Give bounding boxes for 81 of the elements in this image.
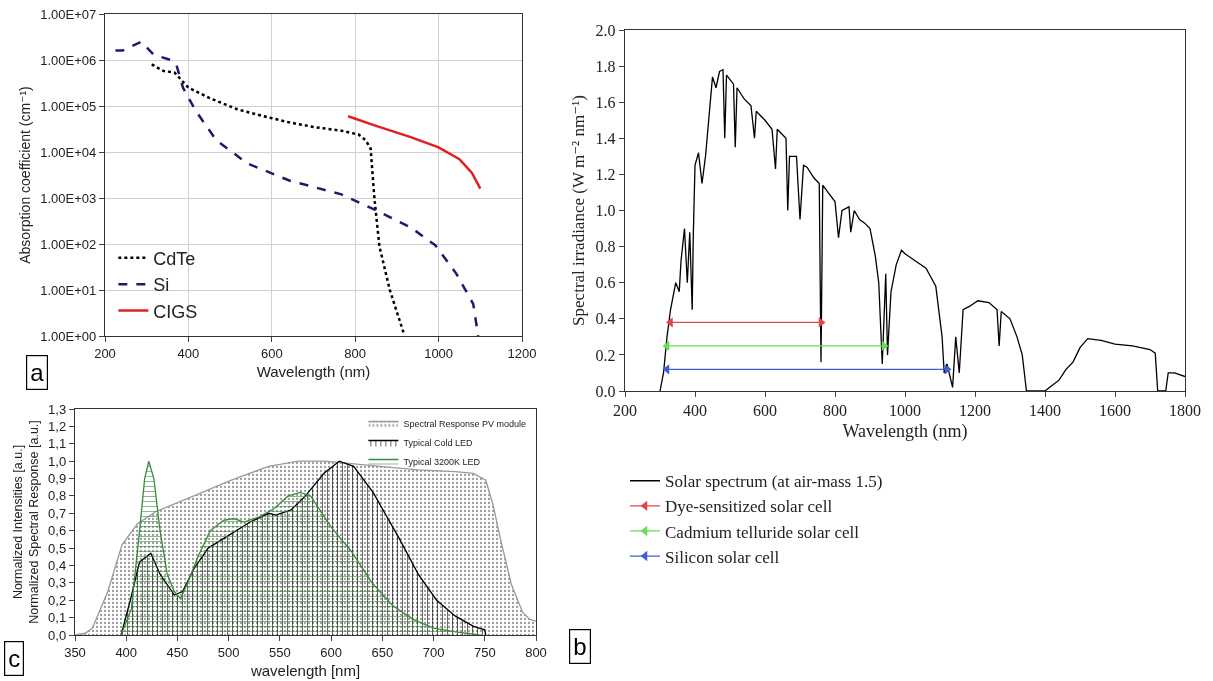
x-tick-label: 1200 xyxy=(959,402,991,420)
y-tick-label: 1.00E+02 xyxy=(40,236,97,252)
x-tick-label: 1800 xyxy=(1169,402,1201,420)
x-tick-label: 600 xyxy=(753,402,777,420)
y-tick-label: 1.00E+04 xyxy=(40,144,97,160)
y-tick-label: 0.8 xyxy=(595,238,616,256)
y-tick-label: 0.6 xyxy=(595,274,616,292)
y-tick-label: 0,1 xyxy=(48,610,67,626)
x-tick-label: 200 xyxy=(94,345,116,361)
text: c xyxy=(8,645,21,673)
y-tick-label: 1.6 xyxy=(595,93,616,111)
legend-label: Cadmium telluride solar cell xyxy=(665,522,860,542)
x-axis-title: Wavelength (nm) xyxy=(256,362,371,380)
x-tick-label: 200 xyxy=(613,402,637,420)
x-tick-label: 350 xyxy=(64,644,86,660)
x-tick-label: 750 xyxy=(473,644,496,660)
x-axis-title: Wavelength (nm) xyxy=(842,421,968,443)
x-tick-label: 1200 xyxy=(507,345,537,361)
y-tick-label: 1.8 xyxy=(595,57,616,75)
x-tick-label: 400 xyxy=(115,644,138,660)
y-axis-title: Absorption coefficient (cm⁻¹) xyxy=(16,86,33,264)
x-tick-label: 550 xyxy=(269,644,291,660)
text: a xyxy=(30,359,45,387)
y-tick-label: 0,3 xyxy=(48,575,67,591)
y-tick-label: 1.4 xyxy=(595,129,616,147)
x-tick-label: 1600 xyxy=(1099,402,1131,420)
y-tick-label: 1.00E+06 xyxy=(40,52,97,68)
line-series xyxy=(150,63,406,336)
legend-label: Typical 3200K LED xyxy=(403,457,481,468)
x-tick-label: 650 xyxy=(371,644,394,660)
x-tick-label: 800 xyxy=(525,644,547,660)
text: b xyxy=(573,633,587,661)
legend-label: Si xyxy=(153,275,170,296)
x-tick-label: 800 xyxy=(823,402,847,420)
y-tick-label: 1.00E+07 xyxy=(40,6,97,22)
legend-label: Typical Cold LED xyxy=(403,438,473,449)
y-tick-label: 0,6 xyxy=(48,523,67,539)
legend-label: Spectral Response PV module xyxy=(403,419,526,430)
line-series xyxy=(114,40,480,336)
y-tick-label: 2.0 xyxy=(595,21,616,39)
legend-label: CIGS xyxy=(153,301,198,322)
x-tick-label: 700 xyxy=(422,644,445,660)
line-series xyxy=(346,114,482,190)
legend-label: Silicon solar cell xyxy=(665,547,780,567)
y-tick-label: 0,0 xyxy=(48,627,67,643)
y-tick-label: 0,4 xyxy=(48,558,67,574)
x-tick-label: 600 xyxy=(320,644,342,660)
x-tick-label: 600 xyxy=(260,345,283,361)
y-tick-label: 1.00E+00 xyxy=(40,328,97,344)
x-tick-label: 450 xyxy=(166,644,189,660)
y-axis-title: Spectral irradiance (W m⁻² nm⁻¹) xyxy=(569,95,589,326)
y-tick-label: 1.0 xyxy=(595,202,616,220)
legend-label: Solar spectrum (at air-mass 1.5) xyxy=(665,472,883,492)
line-series xyxy=(659,69,1185,391)
y-tick-label: 1.00E+01 xyxy=(40,282,97,298)
y-tick-label: 0,7 xyxy=(48,505,67,521)
y-tick-label: 1.00E+05 xyxy=(40,98,97,114)
y-tick-label: 1,0 xyxy=(48,453,67,469)
y-tick-label: 0,5 xyxy=(48,540,67,556)
y-tick-label: 0,9 xyxy=(48,471,67,487)
y-tick-label: 1.00E+03 xyxy=(40,190,97,206)
legend-label: Dye-sensitized solar cell xyxy=(665,497,833,517)
x-tick-label: 400 xyxy=(177,345,200,361)
y-tick-label: 1.2 xyxy=(595,166,616,183)
y-tick-label: 1,1 xyxy=(48,436,67,452)
y-tick-label: 1,2 xyxy=(48,418,67,434)
y-tick-label: 0.4 xyxy=(595,310,616,328)
x-tick-label: 500 xyxy=(217,644,240,660)
legend-label: CdTe xyxy=(153,248,196,269)
x-tick-label: 800 xyxy=(344,345,367,361)
x-axis-title: wavelength [nm] xyxy=(249,661,361,679)
x-tick-label: 1000 xyxy=(889,402,921,420)
y-tick-label: 0.0 xyxy=(595,382,616,400)
y-tick-label: 0,2 xyxy=(48,592,67,608)
x-tick-label: 1400 xyxy=(1029,402,1061,420)
x-tick-label: 400 xyxy=(683,402,707,420)
y-tick-label: 0.2 xyxy=(595,346,616,364)
y-tick-label: 0,8 xyxy=(48,488,67,504)
x-tick-label: 1000 xyxy=(424,345,454,361)
y-axis-title: Normalized Intensities [a.u.] Normalized Spectral Response [a.u.] xyxy=(11,420,42,624)
y-tick-label: 1,3 xyxy=(48,401,67,417)
